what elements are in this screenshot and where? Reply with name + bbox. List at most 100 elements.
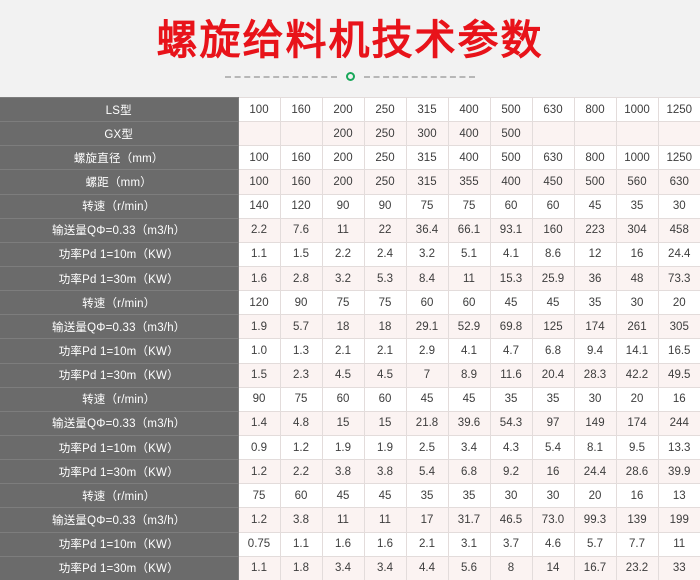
table-cell: 100 <box>237 169 281 195</box>
table-cell: 5.7 <box>279 314 323 340</box>
table-cell: 14.1 <box>615 338 659 364</box>
table-cell: 75 <box>279 386 323 412</box>
table-cell: 458 <box>657 217 700 243</box>
table-cell: 1.6 <box>321 531 365 557</box>
table-cell: 75 <box>447 193 491 219</box>
table-cell: 73.0 <box>531 507 575 533</box>
page-title: 螺旋给料机技术参数 <box>156 16 544 64</box>
row-label-cell: 转速（r/min） <box>0 483 239 509</box>
table-row: 转速（r/min） 120 90 75 75 60 60 45 45 35 30 20 <box>0 290 700 316</box>
table-cell: 2.1 <box>321 338 365 364</box>
table-cell: 35 <box>405 483 449 509</box>
table-cell: 5.4 <box>531 434 575 461</box>
row-label-cell: GX型 <box>0 121 239 147</box>
table-cell: 30 <box>615 290 659 316</box>
table-cell: 400 <box>447 121 491 147</box>
table-cell: 54.3 <box>489 410 533 436</box>
table-cell: 16.5 <box>657 338 700 364</box>
table-cell: 1.5 <box>279 241 323 267</box>
row-label-cell: 功率Pd 1=30m（KW） <box>0 265 239 292</box>
table-cell: 2.2 <box>321 241 365 267</box>
table-cell: 4.7 <box>489 338 533 364</box>
title-decoration <box>225 72 475 82</box>
table-cell: 1.6 <box>363 531 407 557</box>
table-cell: 3.7 <box>489 531 533 557</box>
table-cell: 45 <box>531 290 575 316</box>
table-cell: 90 <box>321 193 365 219</box>
table-cell: 93.1 <box>489 217 533 243</box>
table-cell: 29.1 <box>405 314 449 340</box>
table-cell: 3.2 <box>405 241 449 267</box>
table-cell: 69.8 <box>489 314 533 340</box>
table-cell: 33 <box>657 555 700 580</box>
table-row: 功率Pd 1=30m（KW） 1.2 2.2 3.8 3.8 5.4 6.8 9.2 16 24.… <box>0 459 700 485</box>
table-cell <box>657 121 700 147</box>
table-cell: 8.6 <box>531 241 575 267</box>
table-cell: 30 <box>573 386 617 412</box>
table-cell: 45 <box>573 193 617 219</box>
table-cell: 250 <box>363 145 407 171</box>
table-cell: 120 <box>237 290 281 316</box>
table-cell: 35 <box>573 290 617 316</box>
table-cell: 1.1 <box>279 531 323 557</box>
table-row: 输送量QΦ=0.33（m3/h） 1.4 4.8 15 15 21.8 39.6 54.3 97… <box>0 410 700 436</box>
table-cell: 90 <box>279 290 323 316</box>
table-cell: 31.7 <box>447 507 491 533</box>
dashed-line-left-icon <box>225 75 337 78</box>
table-row: 输送量QΦ=0.33（m3/h） 1.2 3.8 11 11 17 31.7 46.5 73.0… <box>0 507 700 533</box>
table-cell: 3.4 <box>447 434 491 461</box>
table-cell: 45 <box>321 483 365 509</box>
table-cell: 500 <box>489 97 533 123</box>
table-cell: 100 <box>237 97 281 123</box>
table-cell: 46.5 <box>489 507 533 533</box>
table-cell: 2.3 <box>279 362 323 388</box>
table-cell: 250 <box>363 169 407 195</box>
table-row: 转速（r/min） 90 75 60 60 45 45 35 35 30 20 16 <box>0 386 700 412</box>
table-cell: 1.2 <box>237 507 281 533</box>
table-cell: 4.5 <box>363 362 407 388</box>
table-cell: 17 <box>405 507 449 533</box>
table-cell: 4.1 <box>489 241 533 267</box>
row-label-cell: 螺距（mm） <box>0 169 239 195</box>
table-row: 功率Pd 1=30m（KW） 1.5 2.3 4.5 4.5 7 8.9 11.6 20.4 28… <box>0 362 700 388</box>
row-label-cell: 螺旋直径（mm） <box>0 145 239 171</box>
table-cell: 2.5 <box>405 434 449 461</box>
table-cell <box>279 121 323 147</box>
table-cell: 39.6 <box>447 410 491 436</box>
table-cell: 2.1 <box>363 338 407 364</box>
table-cell: 20 <box>573 483 617 509</box>
table-cell: 630 <box>531 145 575 171</box>
table-cell: 60 <box>363 386 407 412</box>
table-cell: 0.9 <box>237 434 281 461</box>
row-label-cell: 功率Pd 1=30m（KW） <box>0 362 239 388</box>
row-label-cell: 功率Pd 1=30m（KW） <box>0 459 239 485</box>
table-cell: 630 <box>657 169 700 195</box>
table-cell: 3.2 <box>321 265 365 292</box>
table-cell: 125 <box>531 314 575 340</box>
table-cell: 0.75 <box>237 531 281 557</box>
table-row: 输送量QΦ=0.33（m3/h） 2.2 7.6 11 22 36.4 66.1 93.1 16… <box>0 217 700 243</box>
table-cell: 23.2 <box>615 555 659 580</box>
table-cell: 140 <box>237 193 281 219</box>
row-label-cell: 输送量QΦ=0.33（m3/h） <box>0 217 239 243</box>
table-cell: 11 <box>363 507 407 533</box>
table-row: 功率Pd 1=30m（KW） 1.6 2.8 3.2 5.3 8.4 11 15.3 25.9 3… <box>0 265 700 292</box>
table-cell: 1.9 <box>363 434 407 461</box>
table-cell: 200 <box>321 97 365 123</box>
table-cell: 11 <box>447 265 491 292</box>
table-cell: 28.6 <box>615 459 659 485</box>
row-label-cell: 转速（r/min） <box>0 193 239 219</box>
table-cell: 1.9 <box>321 434 365 461</box>
table-cell: 261 <box>615 314 659 340</box>
table-cell: 90 <box>363 193 407 219</box>
row-label-cell: 输送量QΦ=0.33（m3/h） <box>0 314 239 340</box>
table-cell: 2.2 <box>279 459 323 485</box>
table-cell: 4.8 <box>279 410 323 436</box>
table-cell: 45 <box>405 386 449 412</box>
table-cell: 560 <box>615 169 659 195</box>
table-cell <box>615 121 659 147</box>
table-cell: 9.4 <box>573 338 617 364</box>
table-cell: 1.2 <box>237 459 281 485</box>
table-cell: 75 <box>405 193 449 219</box>
table-cell: 3.8 <box>279 507 323 533</box>
